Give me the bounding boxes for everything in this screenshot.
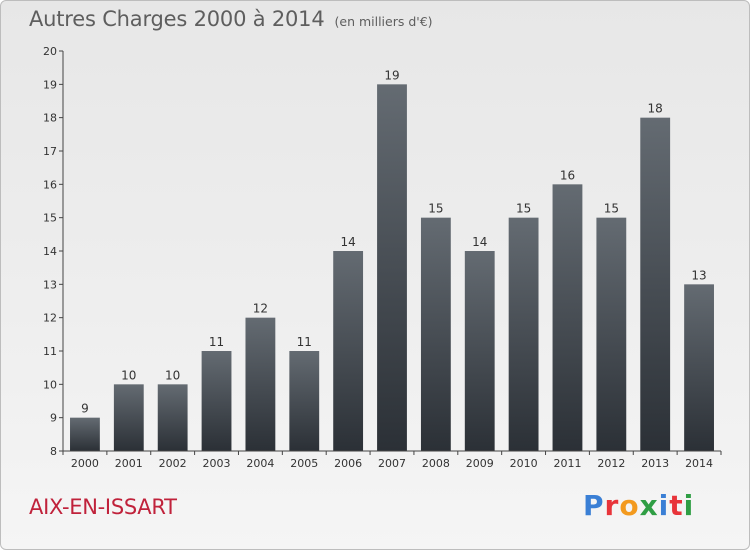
value-label: 14 [472,235,487,249]
x-tick-label: 2007 [378,457,406,470]
bar [420,217,451,451]
bars-group [70,84,714,452]
value-label: 11 [209,335,224,349]
bar [596,217,627,451]
x-tick-label: 2002 [159,457,187,470]
value-label: 16 [560,168,575,182]
bar [157,384,188,451]
bar [70,417,100,451]
logo-letter: i [658,489,670,522]
x-tick-label: 2000 [71,457,99,470]
value-label: 11 [297,335,312,349]
y-tick-label: 11 [43,345,57,358]
town-name: AIX-EN-ISSART [29,495,177,519]
y-tick-label: 16 [43,178,57,191]
value-label: 10 [165,368,180,382]
bar [201,351,232,451]
value-labels-group: 9 10 10 11 12 11 14 19 15 14 15 16 15 18 13 [81,68,707,415]
bar [640,117,671,452]
logo-letter: x [639,489,659,522]
y-tick-label: 15 [43,212,57,225]
bar [289,351,320,451]
x-tick-label: 2004 [246,457,274,470]
x-tick-label: 2011 [553,457,581,470]
proxiti-logo[interactable]: Proxiti [583,489,694,522]
value-label: 19 [384,68,399,82]
logo-letter: r [604,489,620,522]
y-tick-label: 18 [43,112,57,125]
x-tick-label: 2009 [466,457,494,470]
chart-title: Autres Charges 2000 à 2014 (en milliers d… [29,7,433,31]
x-tick-label: 2006 [334,457,362,470]
value-label: 15 [604,202,619,216]
bar [245,317,276,451]
y-tick-label: 14 [43,245,57,258]
x-tick-label: 2010 [510,457,538,470]
x-tick-label: 2003 [203,457,231,470]
y-tick-label: 17 [43,145,57,158]
value-label: 14 [340,235,355,249]
x-axis: 2000 2001 2002 2003 2004 2005 2006 2007 2008 2009… [62,450,722,470]
x-tick-label: 2013 [641,457,669,470]
value-label: 12 [253,302,268,316]
y-tick-label: 12 [43,312,57,325]
value-label: 9 [81,402,89,416]
bar [464,251,495,451]
y-tick-label: 9 [50,412,57,425]
y-tick-label: 10 [43,378,57,391]
value-label: 15 [516,202,531,216]
logo-letter: P [583,489,605,522]
x-tick-label: 2008 [422,457,450,470]
bar [552,184,583,452]
x-tick-label: 2012 [597,457,625,470]
bar [377,84,407,451]
unit-note: (en milliers d'€) [334,14,433,29]
logo-letter: t [669,489,684,522]
y-tick-label: 13 [43,278,57,291]
value-label: 15 [428,202,443,216]
x-tick-label: 2001 [115,457,143,470]
y-tick-label: 19 [43,78,57,91]
y-tick-label: 8 [50,445,57,458]
bar [508,217,539,451]
logo-letter: o [619,489,640,522]
chart-title-text: Autres Charges 2000 à 2014 [29,7,325,31]
logo-letter: i [683,489,695,522]
x-tick-label: 2014 [685,457,713,470]
bar [684,284,714,451]
bar [333,251,364,451]
value-label: 10 [121,368,136,382]
bar [113,384,144,451]
y-tick-label: 20 [43,45,57,58]
y-axis: 8 9 10 11 12 13 14 15 16 17 18 19 20 [43,45,64,458]
x-tick-label: 2005 [290,457,318,470]
value-label: 18 [648,102,663,116]
value-label: 13 [691,268,706,282]
